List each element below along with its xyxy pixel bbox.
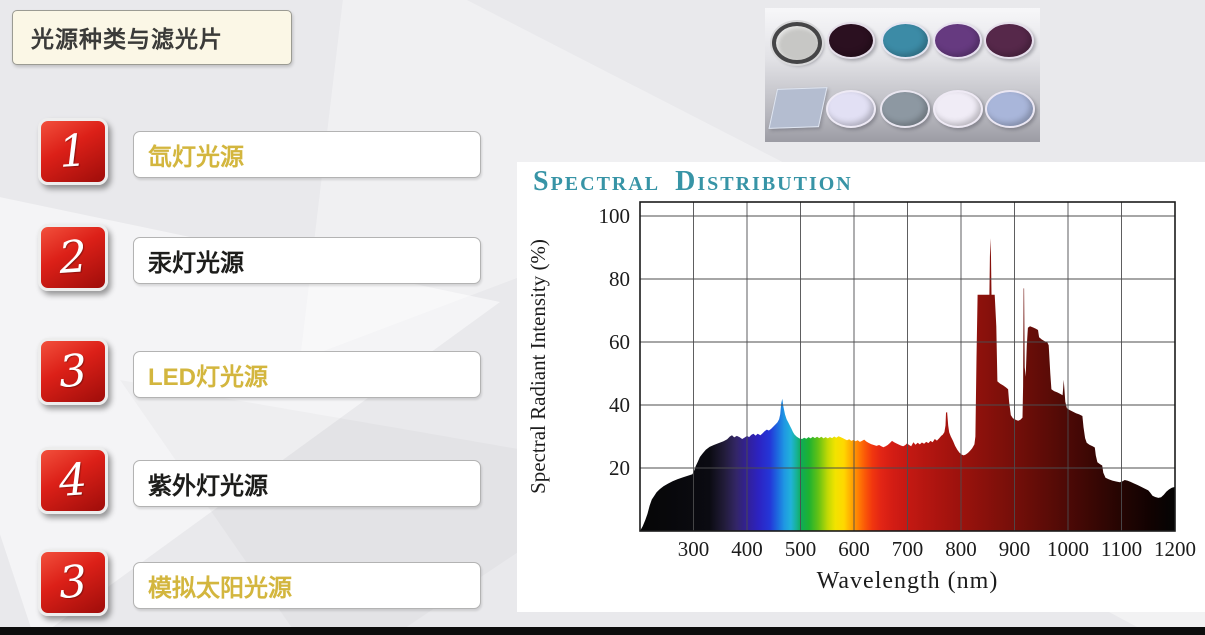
item-label-box: LED灯光源: [133, 351, 481, 398]
svg-text:1200: 1200: [1154, 537, 1196, 561]
item-number: 1: [57, 124, 89, 178]
item-number-badge: 1: [38, 118, 108, 185]
svg-text:20: 20: [609, 456, 630, 480]
page-title: 光源种类与滤光片: [31, 26, 223, 52]
item-number-badge: 3: [38, 338, 108, 405]
filter-gray-blue: [880, 90, 930, 128]
svg-text:100: 100: [599, 204, 631, 228]
item-number: 4: [57, 453, 89, 507]
filters-photo: [765, 8, 1040, 142]
svg-text:1000: 1000: [1047, 537, 1089, 561]
svg-text:Spectral Radiant Intensity (%): Spectral Radiant Intensity (%): [526, 239, 550, 494]
item-number-badge: 4: [38, 447, 108, 514]
svg-text:1100: 1100: [1101, 537, 1142, 561]
svg-text:900: 900: [999, 537, 1031, 561]
filter-light-lavender: [826, 90, 876, 128]
item-number-badge: 3: [38, 549, 108, 616]
svg-text:Wavelength (nm): Wavelength (nm): [817, 568, 999, 594]
spectral-distribution-chart: 300 400 500 600 700 800 900 1000 1100 1200 20 40 60 8…: [526, 201, 1196, 594]
list-item: 3 LED灯光源: [38, 338, 488, 406]
svg-text:40: 40: [609, 393, 630, 417]
bottom-bar: [0, 627, 1205, 635]
item-label: LED灯光源: [148, 364, 268, 391]
svg-text:700: 700: [892, 537, 924, 561]
item-label: 紫外灯光源: [148, 473, 268, 500]
filter-teal: [881, 22, 930, 59]
item-label: 氙灯光源: [148, 144, 244, 171]
item-number: 3: [57, 344, 89, 398]
spectral-chart-panel: Spectral Distribution 300 400 500 600 700 800…: [517, 162, 1205, 612]
item-label-box: 汞灯光源: [133, 237, 481, 284]
item-label-box: 氙灯光源: [133, 131, 481, 178]
filter-purple: [933, 22, 982, 59]
item-label: 汞灯光源: [148, 250, 244, 277]
item-label: 模拟太阳光源: [148, 575, 292, 602]
filter-periwinkle: [985, 90, 1035, 128]
item-number-badge: 2: [38, 224, 108, 291]
list-item: 4 紫外灯光源: [38, 447, 488, 515]
filter-dark-plum: [827, 22, 875, 59]
item-number: 2: [57, 230, 89, 284]
item-number: 3: [57, 555, 89, 609]
svg-text:60: 60: [609, 330, 630, 354]
svg-text:300: 300: [678, 537, 710, 561]
svg-text:400: 400: [731, 537, 763, 561]
list-item: 2 汞灯光源: [38, 224, 488, 292]
svg-text:800: 800: [945, 537, 977, 561]
filter-near-white: [933, 90, 983, 128]
svg-text:600: 600: [838, 537, 870, 561]
filter-gray-lens: [772, 22, 822, 64]
svg-text:80: 80: [609, 267, 630, 291]
filter-glass-plate: [768, 87, 828, 129]
filter-dark-mauve: [984, 22, 1034, 59]
list-item: 1 氙灯光源: [38, 118, 488, 186]
svg-text:500: 500: [785, 537, 817, 561]
list-item: 3 模拟太阳光源: [38, 549, 488, 617]
chart-title: Spectral Distribution: [533, 166, 853, 197]
item-label-box: 模拟太阳光源: [133, 562, 481, 609]
item-label-box: 紫外灯光源: [133, 460, 481, 507]
slide-title-box: 光源种类与滤光片: [12, 10, 292, 65]
